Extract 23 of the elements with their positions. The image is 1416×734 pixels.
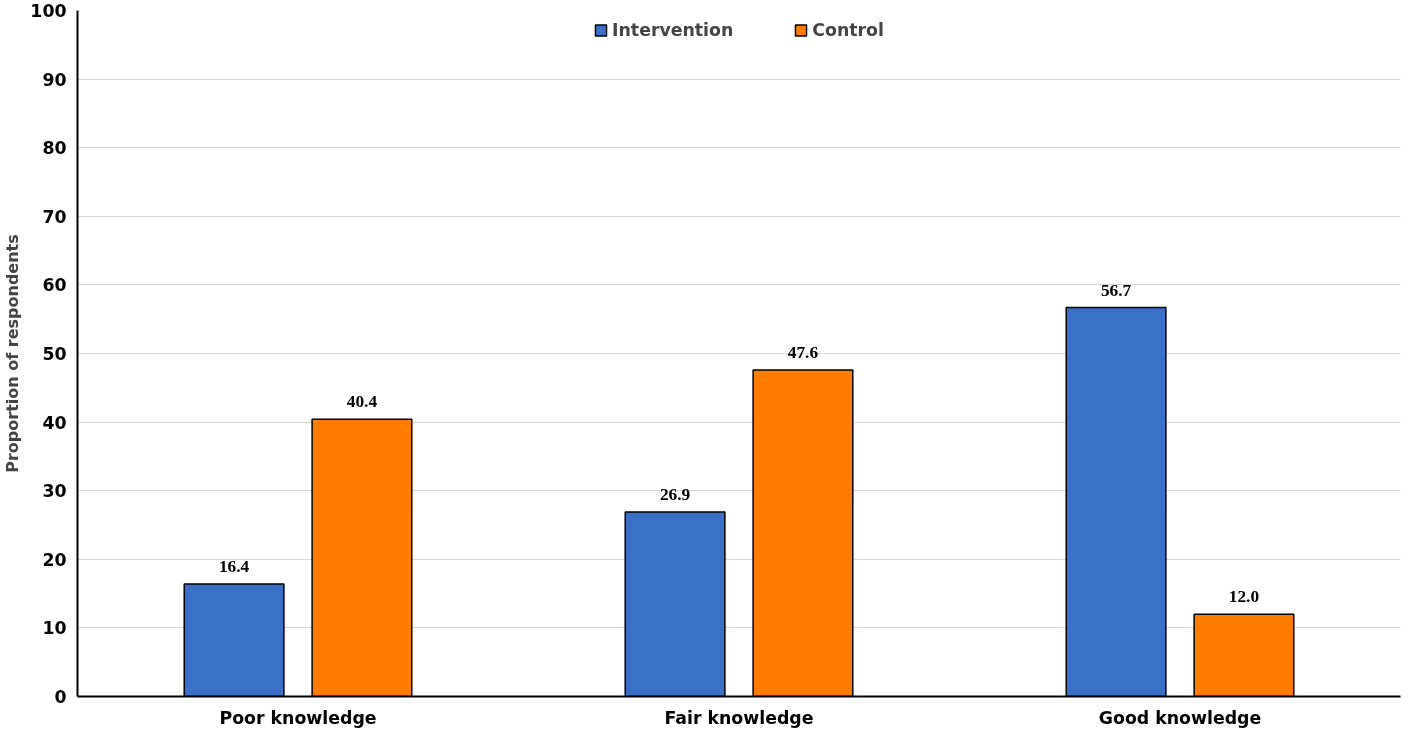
x-tick-label: Fair knowledge [664,707,814,728]
y-tick-label: 50 [42,344,67,364]
y-tick-label: 20 [42,549,67,570]
x-tick-label: Poor knowledge [219,707,377,728]
y-tick-label: 90 [42,69,67,90]
data-label: 40.4 [346,392,378,412]
y-tick-label: 80 [42,138,67,159]
y-tick-label: 10 [42,618,67,639]
y-tick-label: 70 [42,206,67,227]
data-label: 16.4 [218,557,250,576]
y-tick-label: 100 [30,1,67,21]
y-tick-label: 30 [42,481,67,502]
data-label: 12.0 [1228,587,1260,607]
y-tick-label: 60 [42,275,67,296]
x-tick-label: Good knowledge [1098,707,1262,728]
data-label: 56.7 [1100,280,1132,300]
y-tick-label: 40 [42,412,67,433]
data-label: 47.6 [787,342,819,362]
y-tick-label: 0 [54,687,67,707]
y-axis-title: Proportion of respondents [3,234,23,473]
data-label: 26.9 [659,484,691,504]
legend-label: Intervention [612,20,734,40]
legend-label: Control [812,20,884,40]
